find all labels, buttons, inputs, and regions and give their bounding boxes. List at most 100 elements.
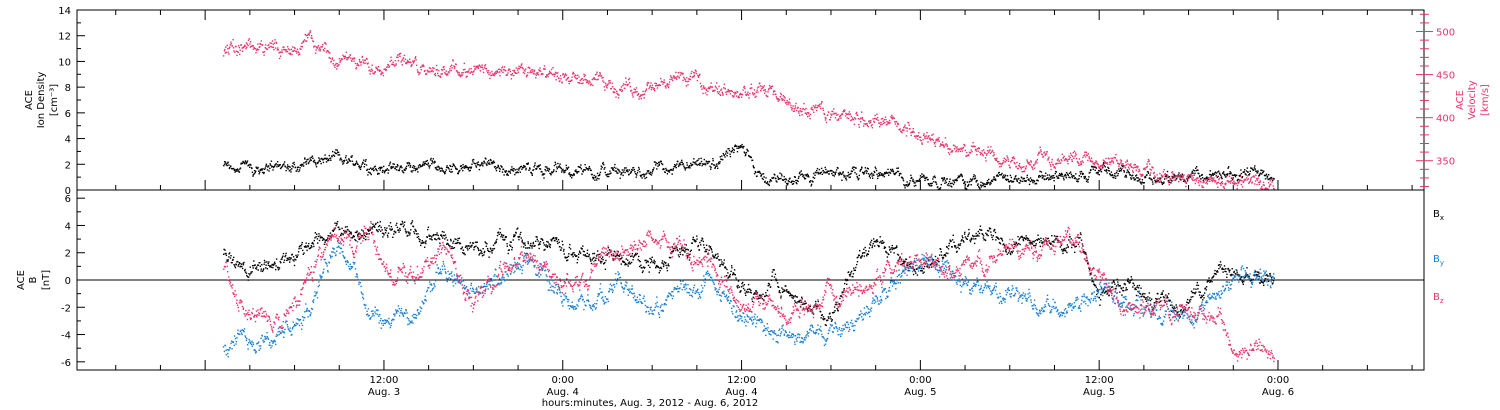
bx-point <box>233 256 235 259</box>
density-point <box>927 178 929 181</box>
density-point <box>1032 181 1034 184</box>
density-point <box>1196 166 1198 168</box>
density-point <box>754 170 756 173</box>
density-point <box>678 164 680 166</box>
velocity-point <box>522 71 525 74</box>
bx-point <box>806 308 809 310</box>
density-point <box>805 175 807 177</box>
bx-point <box>556 237 558 239</box>
velocity-point <box>461 74 464 76</box>
bx-point <box>313 239 315 242</box>
velocity-point <box>970 145 973 147</box>
density-point <box>798 175 800 178</box>
velocity-point <box>1263 184 1265 186</box>
velocity-point <box>729 93 732 95</box>
bx-point <box>381 232 384 234</box>
velocity-point <box>808 115 811 117</box>
density-point <box>1037 180 1039 182</box>
density-point <box>699 164 701 166</box>
density-point <box>1167 180 1169 182</box>
velocity-point <box>252 45 254 47</box>
bx-point <box>503 239 505 241</box>
bx-point <box>739 291 741 293</box>
bx-point <box>263 263 265 265</box>
density-point <box>308 160 311 162</box>
density-point <box>509 172 512 174</box>
velocity-point <box>1130 166 1132 168</box>
velocity-point <box>561 81 563 83</box>
velocity-point <box>289 52 292 54</box>
velocity-point <box>486 70 488 72</box>
bx-point <box>297 254 299 256</box>
density-point <box>1245 173 1247 176</box>
velocity-point <box>760 90 762 92</box>
density-point <box>819 172 822 174</box>
density-point <box>925 176 927 179</box>
density-point <box>612 167 614 170</box>
density-point <box>665 167 667 170</box>
density-point <box>1044 175 1046 177</box>
bx-point <box>399 229 401 231</box>
density-point <box>1264 178 1267 180</box>
velocity-point <box>836 114 838 116</box>
velocity-point <box>1236 187 1238 190</box>
density-point <box>970 180 973 182</box>
bx-point <box>679 253 682 256</box>
bx-point <box>385 229 387 232</box>
density-point <box>396 166 398 168</box>
bx-point <box>578 250 581 252</box>
density-point <box>351 155 353 157</box>
density-point <box>473 162 475 164</box>
bx-point <box>776 279 778 281</box>
density-point <box>864 170 866 173</box>
density-point <box>799 174 802 176</box>
bx-point <box>374 226 376 228</box>
bx-point <box>661 262 663 264</box>
velocity-point <box>447 74 449 76</box>
velocity-point <box>301 42 303 45</box>
density-point <box>337 151 340 154</box>
density-point <box>1161 182 1163 184</box>
velocity-point <box>731 95 734 97</box>
velocity-point <box>606 84 609 86</box>
velocity-point <box>971 150 973 153</box>
velocity-point <box>1224 184 1227 186</box>
density-point <box>446 165 448 167</box>
density-point <box>484 162 486 164</box>
density-point <box>1015 175 1017 177</box>
bx-point <box>697 245 699 248</box>
bx-point <box>377 230 379 233</box>
velocity-point <box>366 58 368 60</box>
density-point <box>935 183 938 185</box>
bx-point <box>254 264 256 266</box>
bx-point <box>604 261 606 264</box>
bx-point <box>678 256 680 258</box>
velocity-point <box>971 145 974 148</box>
velocity-point <box>270 42 273 44</box>
density-point <box>1076 180 1079 183</box>
velocity-point <box>338 58 341 60</box>
velocity-point <box>687 80 690 82</box>
bx-point <box>476 246 479 249</box>
density-point <box>672 169 674 171</box>
density-point <box>746 148 748 151</box>
velocity-point <box>495 71 497 73</box>
density-point <box>1122 165 1125 167</box>
density-point <box>1046 174 1049 176</box>
velocity-point <box>369 69 371 71</box>
velocity-point <box>797 110 800 113</box>
bx-point <box>357 235 359 237</box>
velocity-point <box>1027 162 1029 164</box>
density-point <box>970 184 972 186</box>
velocity-point <box>587 81 589 83</box>
velocity-point <box>698 76 700 78</box>
velocity-point <box>790 104 792 107</box>
velocity-point <box>604 82 607 84</box>
bx-point <box>622 260 624 262</box>
bx-point <box>379 224 381 227</box>
velocity-point <box>818 103 821 106</box>
velocity-point <box>253 46 255 49</box>
velocity-point <box>695 70 697 72</box>
velocity-point <box>1254 180 1257 182</box>
density-point <box>308 162 310 164</box>
